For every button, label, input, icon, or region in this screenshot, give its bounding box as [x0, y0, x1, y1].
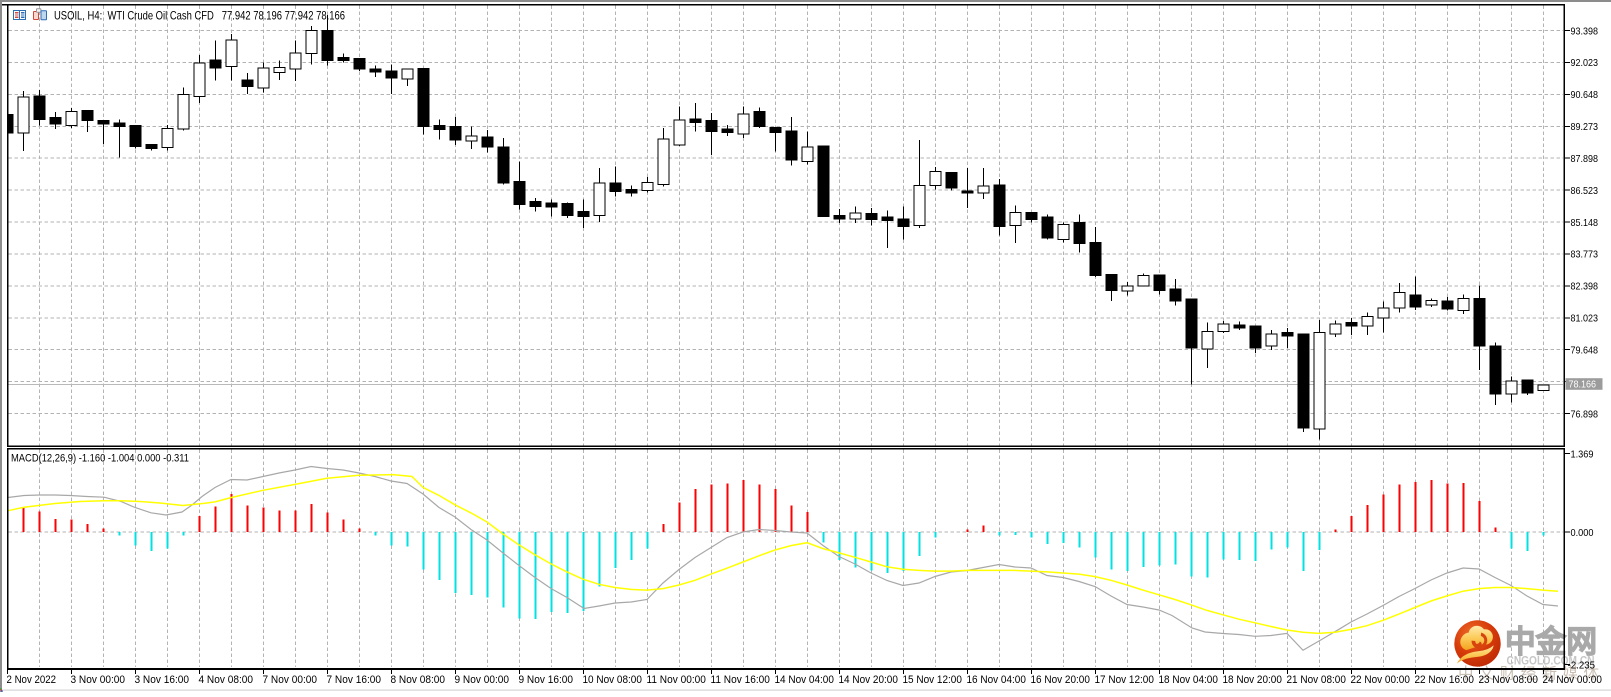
svg-text:85.148: 85.148: [1571, 217, 1599, 229]
svg-text:2 Nov 2022: 2 Nov 2022: [7, 674, 57, 686]
svg-text:中金网: 中金网: [1505, 625, 1597, 660]
svg-text:1.369: 1.369: [1571, 448, 1594, 460]
svg-text:14 Nov 04:00: 14 Nov 04:00: [775, 674, 834, 686]
svg-text:24 Nov 00:00: 24 Nov 00:00: [1543, 674, 1602, 686]
svg-text:CNGOLD.COM.CN: CNGOLD.COM.CN: [1507, 656, 1595, 668]
svg-text:11 Nov 16:00: 11 Nov 16:00: [711, 674, 770, 686]
svg-text:16 Nov 20:00: 16 Nov 20:00: [1031, 674, 1090, 686]
svg-text:9 Nov 16:00: 9 Nov 16:00: [519, 674, 574, 686]
svg-text:86.523: 86.523: [1571, 185, 1599, 197]
svg-text:USOIL, H4: WTI Crude Oil Cash: USOIL, H4: WTI Crude Oil Cash CFD 77.942…: [54, 8, 345, 22]
svg-text:17 Nov 12:00: 17 Nov 12:00: [1095, 674, 1154, 686]
svg-text:81.023: 81.023: [1571, 313, 1599, 325]
svg-text:82.398: 82.398: [1571, 281, 1599, 293]
svg-text:76.898: 76.898: [1571, 408, 1599, 420]
svg-text:89.273: 89.273: [1571, 121, 1599, 133]
svg-text:8 Nov 08:00: 8 Nov 08:00: [391, 674, 446, 686]
svg-text:23 Nov 08:00: 23 Nov 08:00: [1479, 674, 1538, 686]
svg-text:87.898: 87.898: [1571, 153, 1599, 165]
svg-text:4 Nov 08:00: 4 Nov 08:00: [199, 674, 254, 686]
svg-text:9 Nov 00:00: 9 Nov 00:00: [455, 674, 510, 686]
svg-text:93.398: 93.398: [1571, 25, 1599, 37]
svg-text:14 Nov 20:00: 14 Nov 20:00: [839, 674, 898, 686]
svg-text:79.648: 79.648: [1571, 345, 1599, 357]
svg-text:3 Nov 16:00: 3 Nov 16:00: [135, 674, 190, 686]
svg-text:18 Nov 04:00: 18 Nov 04:00: [1159, 674, 1218, 686]
svg-text:21 Nov 08:00: 21 Nov 08:00: [1287, 674, 1346, 686]
svg-text:92.023: 92.023: [1571, 57, 1599, 69]
svg-text:90.648: 90.648: [1571, 89, 1599, 101]
svg-text:16 Nov 04:00: 16 Nov 04:00: [967, 674, 1026, 686]
svg-text:7 Nov 16:00: 7 Nov 16:00: [327, 674, 382, 686]
svg-text:MACD(12,26,9) -1.160 -1.004 0.: MACD(12,26,9) -1.160 -1.004 0.000 -0.311: [11, 452, 189, 464]
svg-text:22 Nov 00:00: 22 Nov 00:00: [1351, 674, 1410, 686]
svg-text:7 Nov 00:00: 7 Nov 00:00: [263, 674, 318, 686]
svg-text:15 Nov 12:00: 15 Nov 12:00: [903, 674, 962, 686]
svg-text:0.000: 0.000: [1571, 527, 1594, 539]
svg-text:-2.235: -2.235: [1568, 659, 1596, 671]
svg-text:78.166: 78.166: [1569, 379, 1597, 391]
svg-text:18 Nov 20:00: 18 Nov 20:00: [1223, 674, 1282, 686]
svg-text:11 Nov 00:00: 11 Nov 00:00: [647, 674, 706, 686]
svg-text:3 Nov 00:00: 3 Nov 00:00: [71, 674, 126, 686]
svg-text:83.773: 83.773: [1571, 249, 1599, 261]
svg-text:22 Nov 16:00: 22 Nov 16:00: [1415, 674, 1474, 686]
svg-text:10 Nov 08:00: 10 Nov 08:00: [583, 674, 642, 686]
